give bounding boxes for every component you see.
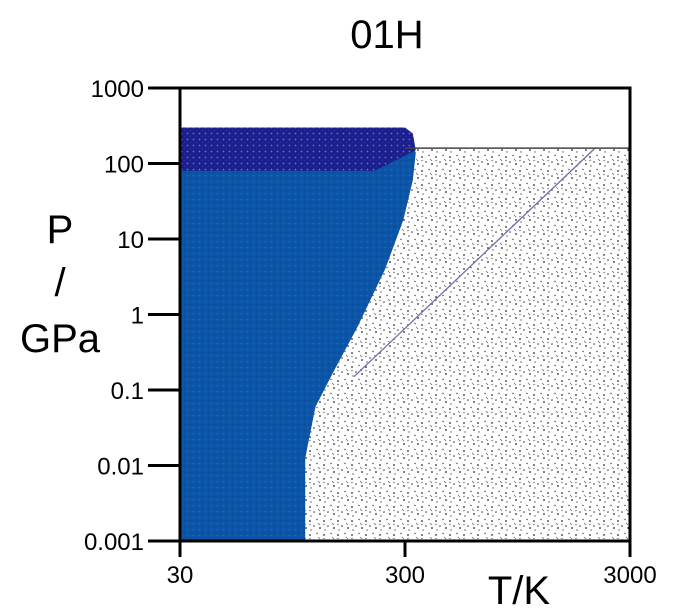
chart-title: 01H — [350, 13, 423, 57]
y-tick-label: 1000 — [91, 76, 144, 103]
y-axis-label-line-2: / — [54, 261, 66, 305]
boundary-lines — [353, 147, 630, 378]
phase-regions — [180, 127, 630, 541]
x-tick-label: 3000 — [603, 562, 656, 589]
x-tick-label: 300 — [385, 562, 425, 589]
navy-band — [180, 127, 416, 171]
y-tick-label: 10 — [117, 227, 144, 254]
y-tick-label: 100 — [104, 152, 144, 179]
y-tick-label: 1 — [131, 303, 144, 330]
y-tick-label: 0.1 — [111, 378, 144, 405]
blue-region — [180, 133, 416, 541]
x-axis-label: T/K — [488, 569, 551, 613]
diagonal-line — [353, 147, 596, 378]
y-tick-label: 0.01 — [97, 454, 144, 481]
x-tick-label: 30 — [167, 562, 194, 589]
speckled-region — [305, 148, 630, 541]
y-axis-label-line-3: GPa — [20, 317, 101, 361]
axis-ticks: 0.001 0.01 0.1 1 10 100 1000 30 300 3000 — [84, 76, 657, 589]
y-axis-label-line-1: P — [47, 208, 74, 252]
y-tick-label: 0.001 — [84, 529, 144, 556]
